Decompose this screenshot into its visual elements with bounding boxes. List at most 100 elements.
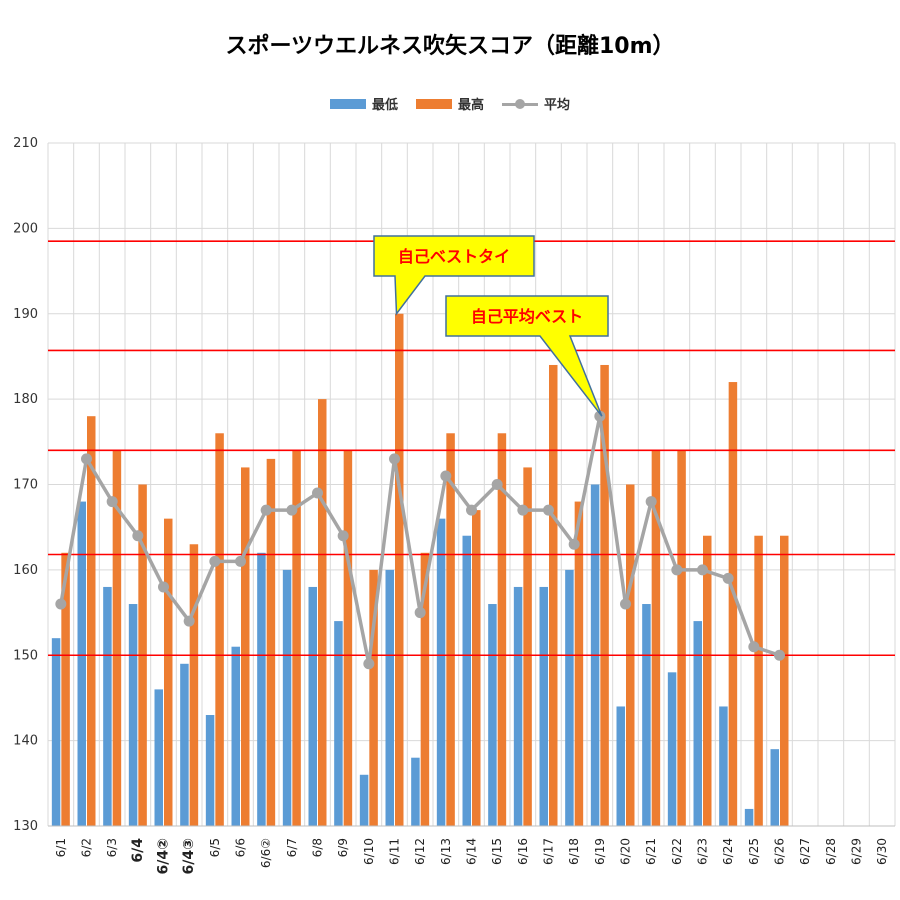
- bar-max: [574, 501, 584, 826]
- bar-max: [164, 518, 173, 826]
- bar-min: [282, 569, 292, 826]
- callout-box: [445, 295, 609, 417]
- bar-max: [369, 569, 378, 826]
- chart-title: スポーツウエルネス吹矢スコア（距離10m）: [225, 34, 675, 59]
- bar-min: [616, 706, 625, 826]
- legend-label-max: 最高: [457, 98, 484, 113]
- bar-min: [642, 604, 651, 826]
- bar-min: [411, 757, 420, 826]
- bar-min: [205, 715, 215, 826]
- y-tick-label: 200: [13, 221, 38, 236]
- x-tick-label: 6/4③: [181, 838, 197, 874]
- bar-min: [154, 689, 163, 826]
- x-tick-label: 6/18: [567, 838, 581, 865]
- x-tick-label: 6/15: [490, 838, 504, 865]
- bar-max: [472, 510, 481, 826]
- x-tick-label: 6/11: [388, 838, 402, 865]
- avg-point: [363, 658, 375, 670]
- x-tick-label: 6/19: [593, 838, 607, 865]
- bar-min: [128, 604, 138, 826]
- avg-point: [440, 470, 452, 482]
- bar-min: [719, 706, 728, 826]
- avg-point: [722, 572, 734, 584]
- x-tick-label: 6/4: [130, 838, 146, 863]
- x-tick-label: 6/3: [105, 838, 119, 857]
- avg-point: [568, 538, 580, 550]
- bar-min: [77, 501, 86, 826]
- avg-point: [774, 649, 785, 661]
- avg-point: [312, 487, 323, 499]
- bar-min: [51, 638, 61, 826]
- bar-max: [497, 433, 507, 826]
- bar-max: [112, 450, 122, 826]
- x-tick-label: 6/20: [619, 838, 633, 865]
- x-tick-label: 6/16: [516, 838, 530, 865]
- x-tick-label: 6/1: [54, 838, 68, 857]
- legend-swatch-min: [329, 98, 366, 109]
- y-tick-label: 170: [13, 478, 38, 493]
- y-tick-label: 180: [13, 392, 38, 407]
- x-tick-label: 6/6: [234, 838, 248, 857]
- bar-max: [651, 450, 661, 826]
- bar-min: [513, 586, 523, 826]
- x-tick-label: 6/27: [798, 838, 812, 865]
- bar-max: [523, 467, 532, 826]
- bar-max: [189, 544, 199, 826]
- avg-point: [183, 615, 195, 627]
- legend-label-avg: 平均: [544, 98, 571, 113]
- avg-point: [645, 496, 657, 508]
- bar-max: [703, 535, 712, 826]
- bar-max: [600, 364, 609, 826]
- x-tick-label: 6/7: [285, 838, 299, 857]
- bar-max: [754, 535, 763, 826]
- bar-max: [549, 364, 558, 826]
- legend-item-min: 最低: [329, 94, 398, 113]
- bar-min: [744, 808, 754, 826]
- avg-point: [517, 504, 529, 516]
- bar-min: [667, 672, 677, 826]
- bar-max: [215, 433, 224, 826]
- callout-text: 自己平均ベスト: [471, 307, 583, 326]
- bar-min: [770, 749, 779, 826]
- bar-max: [420, 552, 430, 826]
- bar-max: [241, 467, 250, 826]
- x-tick-label: 6/22: [670, 838, 684, 865]
- x-tick-label: 6/26: [773, 838, 787, 865]
- x-tick-label: 6/2: [80, 838, 94, 857]
- bar-min: [565, 569, 574, 826]
- x-tick-label: 6/13: [439, 838, 453, 865]
- x-tick-label: 6/30: [875, 838, 889, 865]
- x-tick-label: 6/10: [362, 838, 376, 865]
- y-tick-label: 160: [13, 563, 38, 578]
- avg-point: [671, 564, 683, 576]
- bar-max: [266, 458, 276, 826]
- bar-max: [318, 399, 327, 826]
- x-tick-label: 6/24: [721, 838, 735, 865]
- callout-box: [373, 235, 535, 316]
- avg-point: [697, 564, 708, 576]
- avg-point: [337, 530, 349, 542]
- bar-max: [728, 382, 738, 826]
- bar-max: [446, 433, 455, 826]
- x-tick-label: 6/23: [696, 838, 710, 865]
- x-tick-label: 6/4②: [156, 838, 172, 874]
- x-tick-label: 6/21: [644, 838, 658, 865]
- avg-point: [491, 479, 503, 490]
- x-tick-label: 6/28: [824, 838, 838, 865]
- bar-max: [292, 450, 301, 826]
- avg-point: [158, 581, 169, 593]
- bar-min: [359, 774, 369, 826]
- avg-point: [132, 530, 144, 542]
- x-tick-label: 6/14: [465, 838, 479, 865]
- bar-min: [539, 586, 548, 826]
- bar-min: [693, 621, 702, 826]
- bar-max: [87, 416, 96, 826]
- y-tick-label: 190: [13, 307, 38, 322]
- bar-max: [395, 313, 404, 826]
- x-tick-label: 6/8: [311, 838, 325, 857]
- bar-max: [61, 552, 70, 826]
- y-tick-label: 150: [13, 648, 38, 663]
- bar-min: [385, 569, 394, 826]
